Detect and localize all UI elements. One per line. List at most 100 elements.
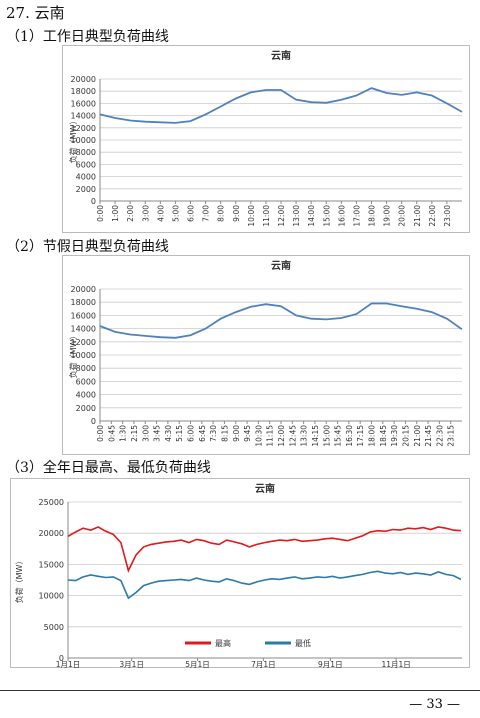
- x-tick-label: 9:00: [232, 205, 241, 222]
- y-tick-label: 6000: [76, 160, 96, 169]
- x-tick-label: 16:30: [345, 425, 354, 447]
- x-tick-label: 0:00: [96, 425, 105, 442]
- y-tick-label: 20000: [71, 75, 96, 84]
- x-tick-label: 3:00: [141, 425, 150, 442]
- y-tick-label: 16000: [71, 99, 96, 108]
- chart-title: 云南: [271, 49, 291, 62]
- y-tick-label: 14000: [71, 325, 96, 334]
- x-tick-label: 17:15: [356, 425, 365, 447]
- x-tick-label: 10:30: [254, 425, 263, 447]
- x-tick-label: 1:30: [119, 425, 128, 442]
- data-line: [67, 570, 462, 600]
- y-tick-label: 0: [59, 654, 64, 663]
- chart-title: 云南: [271, 259, 291, 272]
- chart-title: 云南: [255, 482, 275, 495]
- y-tick-label: 5000: [44, 623, 64, 632]
- page-number: — 33 —: [409, 697, 460, 712]
- y-tick-label: 6000: [76, 377, 96, 386]
- x-tick-label: 7:00: [202, 205, 211, 222]
- y-tick-label: 15000: [39, 560, 64, 569]
- x-tick-label: 15:45: [334, 425, 343, 447]
- x-tick-label: 10:00: [247, 205, 256, 227]
- x-tick-label: 6:00: [187, 205, 196, 222]
- x-tick-label: 18:00: [368, 205, 377, 227]
- y-tick-label: 0: [91, 417, 96, 426]
- x-tick-label: 8:00: [217, 205, 226, 222]
- y-tick-label: 2000: [76, 185, 96, 194]
- y-tick-label: 12000: [71, 124, 96, 133]
- y-tick-label: 8000: [76, 148, 96, 157]
- x-tick-label: 11:00: [262, 205, 271, 227]
- y-axis-label: 负荷（MW）: [14, 557, 24, 604]
- y-axis-label: 负荷（MW）: [68, 332, 78, 379]
- x-tick-label: 3:45: [153, 425, 162, 442]
- y-axis-label: 负荷（MW）: [68, 117, 78, 164]
- x-tick-label: 12:00: [277, 425, 286, 447]
- y-tick-label: 4000: [76, 173, 96, 182]
- x-tick-label: 5:00: [171, 205, 180, 222]
- y-tick-label: 10000: [39, 592, 64, 601]
- y-tick-label: 0: [91, 197, 96, 206]
- x-tick-label: 11月1日: [381, 660, 410, 668]
- x-tick-label: 21:45: [424, 425, 433, 447]
- x-tick-label: 13:30: [300, 425, 309, 447]
- chart-frame: [62, 45, 470, 233]
- y-tick-label: 25000: [39, 498, 64, 507]
- x-tick-label: 9:00: [232, 425, 241, 442]
- x-tick-label: 9:45: [243, 425, 252, 442]
- x-tick-label: 21:00: [413, 205, 422, 227]
- x-tick-label: 23:00: [443, 205, 452, 227]
- x-tick-label: 11:15: [266, 425, 275, 447]
- y-tick-label: 18000: [71, 298, 96, 307]
- x-tick-label: 19:00: [383, 205, 392, 227]
- x-tick-label: 6:45: [198, 425, 207, 442]
- y-tick-label: 2000: [76, 404, 96, 413]
- y-tick-label: 14000: [71, 112, 96, 121]
- y-tick-label: 10000: [71, 351, 96, 360]
- x-tick-label: 17:00: [352, 205, 361, 227]
- x-tick-label: 18:45: [379, 425, 388, 447]
- y-tick-label: 8000: [76, 364, 96, 373]
- footer-rule: [0, 690, 480, 691]
- x-tick-label: 23:15: [447, 425, 456, 447]
- x-tick-label: 1:00: [111, 205, 120, 222]
- x-tick-label: 5:15: [175, 425, 184, 442]
- x-tick-label: 12:45: [288, 425, 297, 447]
- legend-label: 最低: [295, 638, 311, 648]
- x-tick-label: 20:15: [401, 425, 410, 447]
- x-tick-label: 3月1日: [119, 660, 144, 668]
- y-tick-label: 16000: [71, 311, 96, 320]
- x-tick-label: 18:00: [368, 425, 377, 447]
- x-tick-label: 5月1日: [185, 660, 210, 668]
- x-tick-label: 0:00: [96, 205, 105, 222]
- x-tick-label: 12:00: [277, 205, 286, 227]
- x-tick-label: 6:00: [187, 425, 196, 442]
- y-tick-label: 4000: [76, 391, 96, 400]
- section-heading: 27. 云南: [6, 4, 65, 22]
- x-tick-label: 2:00: [126, 205, 135, 222]
- caption: （1）工作日典型负荷曲线: [6, 29, 169, 45]
- x-tick-label: 14:15: [311, 425, 320, 447]
- x-tick-label: 22:30: [435, 425, 444, 447]
- legend-label: 最高: [215, 638, 231, 648]
- caption: （2）节假日典型负荷曲线: [6, 239, 169, 255]
- x-tick-label: 1月1日: [56, 660, 81, 668]
- y-tick-label: 20000: [71, 285, 96, 294]
- x-tick-label: 15:00: [322, 205, 331, 227]
- x-tick-label: 7月1日: [251, 660, 276, 668]
- x-tick-label: 8:15: [220, 425, 229, 442]
- y-tick-label: 18000: [71, 87, 96, 96]
- caption: （3）全年日最高、最低负荷曲线: [6, 460, 211, 476]
- x-tick-label: 16:00: [337, 205, 346, 227]
- y-tick-label: 12000: [71, 338, 96, 347]
- data-line: [99, 87, 463, 124]
- x-tick-label: 15:00: [322, 425, 331, 447]
- x-tick-label: 0:45: [107, 425, 116, 442]
- x-tick-label: 20:00: [398, 205, 407, 227]
- x-tick-label: 19:30: [390, 425, 399, 447]
- x-tick-label: 2:15: [130, 425, 139, 442]
